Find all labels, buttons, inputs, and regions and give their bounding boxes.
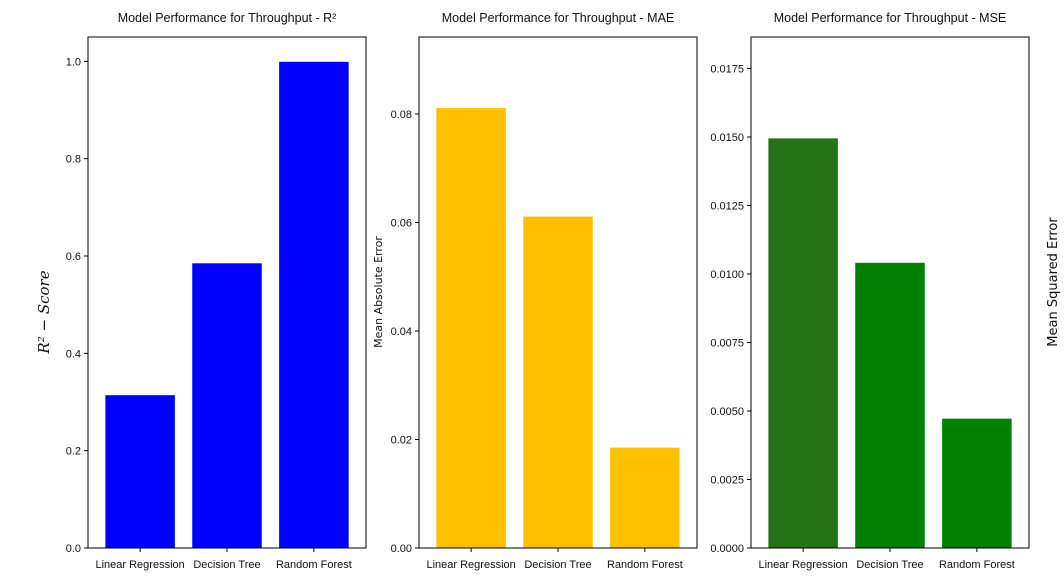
chart-panel-mse: Model Performance for Throughput - MSE M… — [774, 11, 1061, 347]
y-tick-label: 0.0125 — [710, 201, 744, 213]
chart-panel-r2: Model Performance for Throughput - R² R²… — [35, 11, 336, 355]
x-tick-label: Random Forest — [939, 559, 1015, 571]
y-tick-label: 0.04 — [391, 326, 412, 338]
chart-panel-mae: Model Performance for Throughput - MAE M… — [372, 11, 674, 348]
y-tick-label: 0.6 — [66, 251, 81, 263]
x-tick-label: Linear Regression — [758, 559, 847, 571]
y-tick-label: 0.0000 — [710, 543, 744, 555]
chart-title: Model Performance for Throughput - MSE — [774, 11, 1007, 25]
bar-decision-tree — [523, 216, 593, 548]
y-axis-label-text: Mean Squared Error — [1046, 217, 1061, 347]
plot-areas: Linear Regression Decision Tree Random For… — [66, 36, 1030, 571]
y-tick-label: 0.8 — [66, 154, 81, 166]
y-tick-label: 0.0075 — [710, 338, 744, 350]
y-axis-label: Mean Absolute Error — [372, 236, 385, 348]
x-tick-label: Decision Tree — [193, 559, 260, 571]
bar-decision-tree — [855, 262, 925, 548]
y-tick-label: 0.08 — [391, 109, 412, 121]
chart-title: Model Performance for Throughput - MAE — [442, 11, 675, 25]
bar-random-forest — [610, 447, 680, 548]
bar-linear-regression — [436, 108, 506, 548]
x-tick-label: Linear Regression — [426, 559, 515, 571]
plot-frame — [750, 36, 1030, 549]
y-tick-label: 0.00 — [391, 543, 412, 555]
y-tick-label: 1.0 — [66, 56, 81, 68]
y-tick-label: 0.0100 — [710, 269, 744, 281]
x-tick-label: Random Forest — [276, 559, 352, 571]
x-tick-label: Random Forest — [607, 559, 683, 571]
plot-area-1: Linear Regression Decision Tree Random For… — [66, 36, 367, 571]
plot-frame — [418, 36, 698, 549]
bar-linear-regression — [768, 138, 838, 548]
x-tick-label: Decision Tree — [856, 559, 923, 571]
x-tick-label: Decision Tree — [524, 559, 591, 571]
y-axis-label: R² − Score — [35, 270, 53, 354]
bar-random-forest — [279, 61, 349, 548]
chart-title: Model Performance for Throughput - R² — [118, 11, 337, 25]
x-tick-label: Linear Regression — [95, 559, 184, 571]
bar-decision-tree — [192, 263, 262, 548]
y-axis-label: Mean Squared Error — [1046, 217, 1061, 347]
y-axis-label-text: Mean Absolute Error — [372, 236, 385, 348]
bar-random-forest — [942, 418, 1012, 548]
plot-frame — [87, 36, 367, 549]
y-axis-label-text: R² − Score — [35, 270, 53, 354]
y-tick-label: 0.0050 — [710, 406, 744, 418]
y-tick-label: 0.0175 — [710, 64, 744, 76]
y-tick-label: 0.0150 — [710, 132, 744, 144]
y-tick-label: 0.4 — [66, 348, 81, 360]
y-tick-label: 0.0 — [66, 543, 81, 555]
y-tick-label: 0.02 — [391, 435, 412, 447]
plot-area-3: Linear Regression Decision Tree Random For… — [710, 36, 1030, 571]
plot-area-2: Linear Regression Decision Tree Random For… — [391, 36, 698, 571]
bar-linear-regression — [105, 395, 175, 548]
y-tick-label: 0.0025 — [710, 475, 744, 487]
y-tick-label: 0.2 — [66, 446, 81, 458]
y-tick-label: 0.06 — [391, 218, 412, 230]
